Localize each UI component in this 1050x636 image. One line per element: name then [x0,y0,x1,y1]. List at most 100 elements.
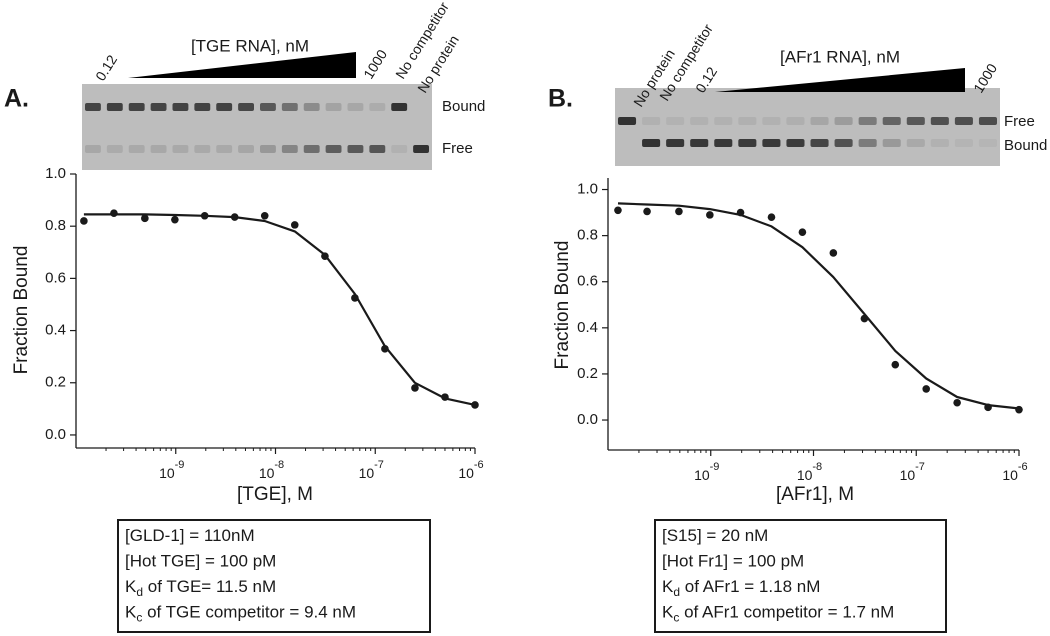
gel-band [260,145,276,153]
gel-band [786,139,805,147]
data-point [922,385,931,393]
gel-band [238,145,254,153]
gel-band [172,145,189,153]
info-text: of TGE competitor = 9.4 nM [142,603,356,622]
info-text: K [662,603,674,622]
y-tick-label: 0.4 [45,322,66,339]
gel-band [882,139,901,147]
info-text: of TGE= 11.5 nM [143,577,276,596]
gel-background [615,88,1000,166]
x-tick-base: 10 [458,465,474,481]
gel-band [194,103,211,111]
gel-band [150,103,167,111]
x-tick-label: 10-8 [259,459,284,481]
data-point [798,228,807,236]
lane-label: 0.12 [92,52,120,84]
info-text: of AFr1 = 1.18 nM [680,577,820,596]
gel-band [106,145,123,153]
info-subscript: d [673,585,680,599]
gel-band [978,139,997,147]
lane-label: 1000 [360,46,390,81]
gel-band [690,139,709,147]
gel-band [238,103,254,111]
info-line: [GLD-1] = 110nM [125,526,255,545]
gel-band [369,103,386,111]
fit-curve [83,213,476,406]
gel-band [930,139,949,147]
gel-band [391,145,408,153]
gel-band [281,145,298,153]
gel-band [834,117,853,125]
x-tick-label: 10-8 [797,461,822,483]
info-text: [Hot TGE] = 100 pM [125,552,276,571]
info-subscript: c [136,611,142,625]
gel-band [216,145,233,153]
x-tick-label: 10-7 [359,459,384,481]
gel-band [978,117,997,125]
info-subscript: d [136,585,143,599]
data-point [411,384,419,392]
panel-label: A. [4,85,29,113]
data-point [110,209,118,217]
data-point [260,211,269,220]
data-point [706,211,714,219]
gel-band [882,117,901,125]
y-tick-label: 0.2 [577,365,598,382]
gel-band [85,103,101,111]
fit-curve [617,202,1020,410]
concentration-wedge [715,68,965,92]
info-text: K [125,603,137,622]
y-tick-label: 0.0 [45,426,66,443]
gel-band [128,103,145,111]
x-tick-exponent: -6 [474,459,484,471]
y-tick-label: 0.6 [45,269,66,286]
y-tick-label: 0.0 [577,411,598,428]
x-tick-base: 10 [694,467,710,483]
info-line: Kd of TGE= 11.5 nM [125,577,276,599]
gel-band [347,103,364,111]
gel-band [786,117,805,125]
data-point [767,213,776,221]
info-text: [GLD-1] = 110nM [125,526,255,545]
x-axis-label: [TGE], M [237,484,313,505]
gel-band [930,117,949,125]
gel-band [810,117,829,125]
gel-band [413,145,429,153]
gel-band [834,139,853,147]
y-tick-label: 0.2 [45,374,66,391]
y-tick-label: 0.6 [577,273,598,290]
info-text: K [125,577,137,596]
x-tick-base: 10 [159,465,175,481]
panel-label: B. [548,85,573,113]
x-tick-exponent: -7 [374,459,384,471]
gel-band [325,103,342,111]
gel-band [858,117,877,125]
x-tick-label: 10-9 [694,461,719,483]
info-line: Kc of TGE competitor = 9.4 nM [125,603,356,625]
gel-background [82,84,432,170]
y-axis-label: Fraction Bound [11,246,32,375]
x-tick-exponent: -9 [710,461,720,473]
gel-title: [AFr1 RNA], nM [780,47,900,66]
gel-band [714,117,733,125]
x-tick-label: 10-6 [458,459,483,481]
gel-band [369,145,386,153]
info-text: [Hot Fr1] = 100 pM [662,552,804,571]
x-tick-exponent: -9 [175,459,185,471]
data-point [643,207,651,216]
y-tick-label: 0.4 [577,319,598,336]
gel-band [690,117,709,125]
gel-title: [TGE RNA], nM [191,36,309,55]
gel-band [106,103,123,111]
gel-band [714,139,733,147]
x-tick-base: 10 [900,467,916,483]
gel-band [128,145,145,153]
gel-band [216,103,233,111]
gel-band [642,117,661,125]
gel-band [738,139,757,147]
data-point [471,401,479,409]
gel-band [810,139,829,147]
band-label: Bound [442,98,485,115]
